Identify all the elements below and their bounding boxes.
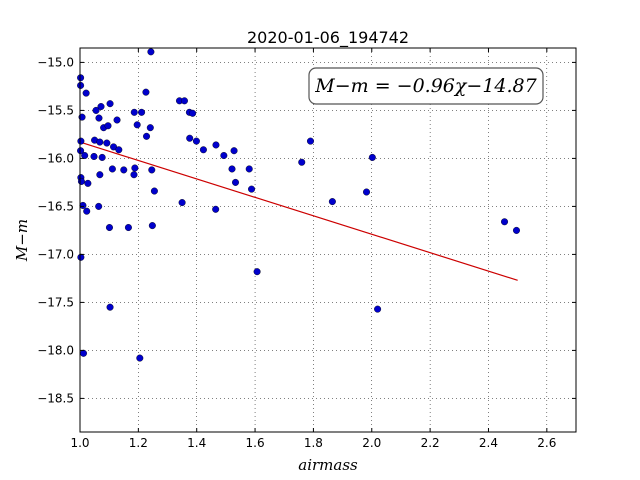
data-point [136,354,144,362]
data-point [130,108,138,116]
data-point [212,141,220,149]
y-axis-label: M−m [13,219,31,262]
x-tick-label: 1.6 [246,436,265,450]
grid [80,48,576,432]
data-point [178,199,186,207]
data-point [95,202,103,210]
data-point [228,165,236,173]
data-point [95,114,103,122]
annotation-box [308,67,544,105]
data-point [103,139,111,147]
data-point [83,207,91,215]
data-point [298,158,306,166]
data-point [97,103,105,111]
data-point [245,165,253,173]
data-point [92,106,100,114]
data-point [77,137,85,145]
annotation-text: M−m = −0.96χ−14.87 [314,75,537,97]
x-tick-label: 1.2 [129,436,148,450]
y-tick-label: −15.5 [37,103,74,117]
data-point [142,88,150,96]
y-tick-label: −17.5 [37,295,74,309]
data-point [374,305,382,313]
data-point [124,224,132,232]
data-point [130,171,138,179]
plot-frame [79,47,577,433]
data-point [232,178,240,186]
y-tick-label: −16.0 [37,151,74,165]
data-point [501,218,509,226]
y-tick-label: −18.5 [37,391,74,405]
fit-annotation: M−m = −0.96χ−14.87 [308,67,544,105]
data-point [77,177,85,185]
data-point [328,198,336,206]
data-point [220,152,228,160]
y-tick-label: −15.0 [37,55,74,69]
data-point [306,137,314,145]
data-points [77,48,520,362]
y-tick-label: −16.5 [37,199,74,213]
x-tick-label: 1.4 [187,436,206,450]
data-point [77,81,85,89]
data-point [143,132,151,140]
data-point [82,89,90,97]
y-tick-label: −17.0 [37,247,74,261]
data-point [148,222,156,230]
data-point [189,109,197,117]
data-point [115,146,123,154]
data-point [120,166,128,174]
data-point [147,48,155,56]
x-tick-label: 1.0 [70,436,89,450]
data-point [77,74,85,82]
data-point [253,268,261,276]
data-point [363,188,371,196]
data-point [148,166,156,174]
data-point [113,116,121,124]
data-point [138,108,146,116]
data-point [186,134,194,142]
data-point [192,137,200,145]
data-point [512,226,520,234]
data-point [81,152,89,160]
data-point [131,164,139,172]
chart-title: 2020-01-06_194742 [247,28,409,48]
x-tick-label: 2.0 [362,436,381,450]
data-point [133,121,141,129]
data-point [104,122,112,130]
data-point [79,201,87,209]
fit-line-layer [79,141,518,281]
data-point [98,153,106,161]
data-point [77,147,85,155]
data-point [108,165,116,173]
data-point [80,349,88,357]
fit-line [79,141,518,281]
data-point [96,138,104,146]
data-point [90,152,98,160]
x-axis-label: airmass [298,456,358,474]
data-point [77,253,85,261]
x-tick-label: 1.8 [304,436,323,450]
data-point [146,124,154,132]
x-tick-label: 2.2 [421,436,440,450]
data-point [106,100,114,108]
data-point [84,179,92,187]
data-point [368,153,376,161]
ticks: 1.0 1.2 1.4 1.6 1.8 2.0 2.2 2.4 2.6 −15.0 −15.5 −16… [37,48,576,450]
x-tick-label: 2.6 [537,436,556,450]
y-tick-label: −18.0 [37,343,74,357]
data-point [212,205,220,213]
x-tick-label: 2.4 [479,436,498,450]
data-point [106,303,114,311]
data-point [230,147,238,155]
data-point [150,187,158,195]
plot-area [80,48,576,432]
data-point [248,185,256,193]
data-point [105,224,113,232]
data-point [96,171,104,179]
data-point [180,97,188,105]
data-point [199,146,207,154]
